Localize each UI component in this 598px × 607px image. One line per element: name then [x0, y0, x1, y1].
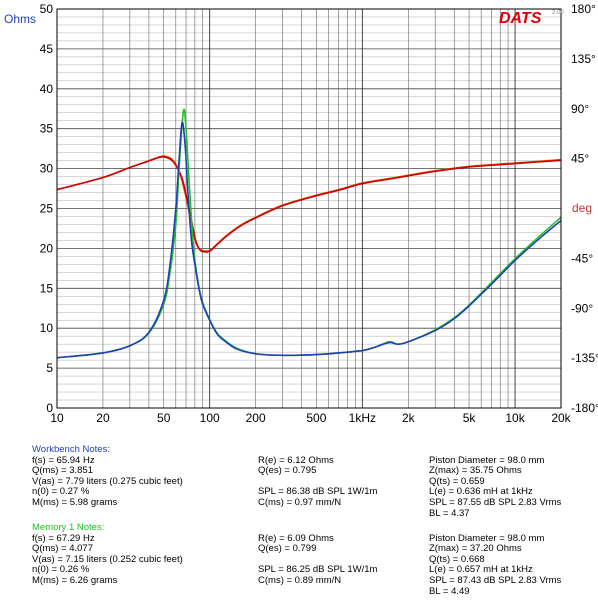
plot-frame [56, 8, 562, 409]
memory1-col-1: f(s) = 67.29 Hz Q(ms) = 4.077 V(as) = 7.… [32, 532, 183, 587]
right-tick-label: 180° [571, 2, 596, 16]
x-tick-label: 500 [306, 411, 326, 425]
left-tick-label: 5 [46, 361, 53, 375]
dats-logo: DATS [499, 10, 542, 27]
workbench-col-1: f(s) = 65.94 Hz Q(ms) = 3.851 V(as) = 7.… [32, 454, 183, 509]
wb-qes: Q(es) = 0.795 [258, 465, 317, 477]
wb-mms: M(ms) = 5.98 grams [32, 496, 118, 508]
impedance-chart: 0 5 10 15 20 25 30 35 40 45 50 180° 135° 90° 45° -45° -… [4, 2, 598, 425]
workbench-notes-title: Workbench Notes: [32, 444, 110, 455]
m1-bl: BL = 4.49 [429, 585, 470, 597]
left-tick-label: 40 [40, 82, 54, 96]
left-axis-unit: Ohms [4, 12, 36, 26]
m1-cms: C(ms) = 0.89 mm/N [258, 574, 342, 586]
m1-spl-1w: SPL = 86.25 dB SPL 1W/1m [258, 564, 378, 576]
wb-zmax: Z(max) = 35.75 Ohms [429, 465, 522, 477]
wb-vas: V(as) = 7.79 liters (0.275 cubic feet) [32, 475, 183, 487]
left-tick-label: 0 [46, 401, 53, 415]
wb-fs: f(s) = 65.94 Hz [32, 454, 95, 466]
m1-le: L(e) = 0.657 mH at 1kHz [429, 564, 533, 576]
m1-fs: f(s) = 67.29 Hz [32, 532, 95, 544]
m1-re: R(e) = 6.09 Ohms [258, 532, 334, 544]
wb-qts: Q(ts) = 0.659 [429, 475, 485, 487]
workbench-col-2: R(e) = 6.12 Ohms Q(es) = 0.795 SPL = 86.… [258, 454, 378, 509]
x-tick-label: 10 [50, 411, 64, 425]
m1-spl-283: SPL = 87.43 dB SPL 2.83 Vrms [429, 574, 562, 586]
x-tick-label: 20k [551, 411, 571, 425]
wb-spl-1w: SPL = 86.38 dB SPL 1W/1m [258, 486, 378, 498]
m1-piston: Piston Diameter = 98.0 mm [429, 532, 545, 544]
m1-qts: Q(ts) = 0.668 [429, 553, 485, 565]
right-tick-label: -90° [571, 301, 593, 315]
wb-le: L(e) = 0.636 mH at 1kHz [429, 486, 533, 498]
x-tick-label: 10k [505, 411, 525, 425]
left-tick-label: 10 [40, 321, 54, 335]
right-tick-label: -45° [571, 251, 593, 265]
left-tick-label: 35 [40, 122, 54, 136]
wb-spl-283: SPL = 87.55 dB SPL 2.83 Vrms [429, 496, 562, 508]
wb-cms: C(ms) = 0.97 mm/N [258, 496, 342, 508]
x-tick-label: 200 [246, 411, 266, 425]
workbench-col-3: Piston Diameter = 98.0 mm Z(max) = 35.75… [429, 454, 562, 520]
wb-n0: n(0) = 0.27 % [32, 486, 90, 498]
right-tick-label: -135° [571, 351, 598, 365]
x-tick-label: 20 [96, 411, 110, 425]
wb-qms: Q(ms) = 3.851 [32, 465, 93, 477]
memory1-col-2: R(e) = 6.09 Ohms Q(es) = 0.799 SPL = 86.… [258, 532, 378, 587]
left-tick-label: 20 [40, 241, 54, 255]
left-tick-label: 45 [40, 42, 54, 56]
x-tick-label: 50 [157, 411, 171, 425]
m1-vas: V(as) = 7.15 liters (0.252 cubic feet) [32, 553, 183, 565]
x-tick-label: 2k [402, 411, 416, 425]
chart-series [56, 108, 562, 359]
x-tick-label: 5k [463, 411, 477, 425]
impedance-workbench-line [56, 121, 562, 359]
memory1-notes-title: Memory 1 Notes: [32, 522, 105, 533]
right-tick-label: 45° [571, 152, 589, 166]
left-tick-label: 15 [40, 281, 54, 295]
m1-mms: M(ms) = 6.26 grams [32, 574, 118, 586]
right-axis-unit: deg [572, 201, 592, 215]
x-tick-label: 100 [200, 411, 220, 425]
left-tick-label: 50 [40, 2, 54, 16]
dats-logo-version: 2.00 [552, 10, 564, 16]
memory1-col-3: Piston Diameter = 98.0 mm Z(max) = 37.20… [429, 532, 562, 598]
m1-qms: Q(ms) = 4.077 [32, 543, 93, 555]
right-axis-ticks: 180° 135° 90° 45° -45° -90° -135° -180° [571, 2, 598, 415]
m1-zmax: Z(max) = 37.20 Ohms [429, 543, 522, 555]
wb-piston: Piston Diameter = 98.0 mm [429, 454, 545, 466]
left-tick-label: 25 [40, 202, 54, 216]
x-tick-label: 1kHz [349, 411, 376, 425]
left-tick-label: 30 [40, 162, 54, 176]
x-axis-ticks: 10 20 50 100 200 500 1kHz 2k 5k 10k 20k [50, 411, 571, 425]
wb-bl: BL = 4.37 [429, 507, 470, 519]
m1-n0: n(0) = 0.26 % [32, 564, 90, 576]
right-tick-label: 90° [571, 102, 589, 116]
right-tick-label: -180° [571, 401, 598, 415]
m1-qes: Q(es) = 0.799 [258, 543, 317, 555]
wb-re: R(e) = 6.12 Ohms [258, 454, 334, 466]
left-axis-ticks: 0 5 10 15 20 25 30 35 40 45 50 [40, 2, 54, 415]
chart-grid [56, 8, 562, 409]
right-tick-label: 135° [571, 52, 596, 66]
phase-memory1-line [56, 155, 562, 253]
